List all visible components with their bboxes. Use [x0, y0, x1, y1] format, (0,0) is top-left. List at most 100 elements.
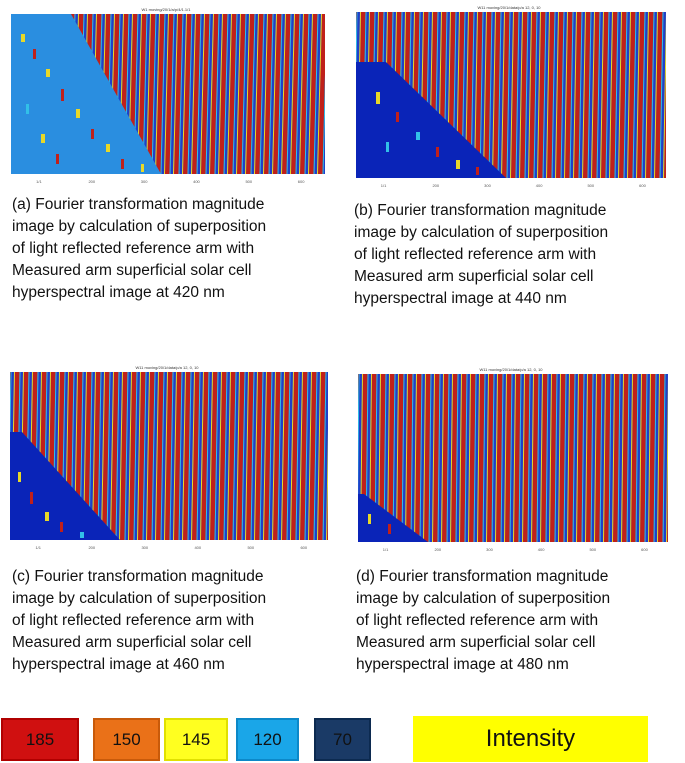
speckle	[141, 164, 144, 172]
fringe-edge	[666, 374, 668, 542]
fringe-edge	[326, 428, 328, 540]
speckle	[376, 92, 380, 104]
x-tick-label: 500	[245, 179, 253, 184]
fringe-edge	[654, 12, 658, 178]
fringe-edge	[450, 374, 453, 542]
fringe-edge	[518, 374, 522, 542]
x-tick-label: 1/1	[382, 547, 389, 552]
panel-c-image	[10, 372, 328, 540]
fringe-edge	[662, 374, 666, 542]
legend-value: 145	[181, 729, 211, 749]
legend-value: 185	[25, 729, 55, 749]
fringe-edge	[218, 372, 222, 540]
fringe-edge	[513, 374, 516, 542]
fringe-edge	[470, 12, 475, 178]
fringe-edge	[578, 12, 583, 178]
fringe-edge	[608, 374, 612, 542]
legend-value: 120	[253, 729, 282, 749]
speckle	[56, 154, 59, 164]
speckle	[396, 112, 399, 122]
fringe-edge	[527, 374, 531, 542]
fringe-edge	[614, 12, 619, 178]
fringe-stripe	[628, 12, 636, 178]
fringe-edge	[299, 372, 303, 540]
fringe-stripe	[586, 374, 593, 542]
fringe-edge	[432, 374, 435, 542]
panel-a-plot: W1 moving/20/1/a/p/4/1.1/1 1/1 200 300 400 5…	[3, 6, 329, 186]
x-tick-label: 600	[297, 179, 305, 184]
fringe-stripe	[246, 372, 254, 540]
fringe-stripe	[613, 374, 620, 542]
panel-a-plot-title: W1 moving/20/1/a/p/4/1.1/1	[141, 7, 191, 12]
fringe-stripe	[138, 372, 146, 540]
fringe-stripe	[165, 372, 173, 540]
x-tick-label: 400	[194, 545, 202, 550]
fringe-edge	[151, 372, 156, 540]
fringe-edge	[272, 14, 277, 174]
x-tick-label: 300	[141, 545, 149, 550]
fringe-edge	[277, 372, 282, 540]
fringe-edge	[295, 14, 301, 174]
fringe-edge	[187, 372, 192, 540]
fringe-stripe	[451, 374, 458, 542]
fringe-stripe	[484, 12, 492, 178]
intensity-label: Intensity	[413, 716, 648, 762]
x-tick-label: 600	[639, 183, 646, 188]
fringe-edge	[281, 14, 286, 174]
fringe-edge	[268, 372, 273, 540]
panel-a-image	[11, 14, 325, 174]
panel-c-x-axis: 1/1 200 300 400 500 600	[10, 540, 328, 552]
legend-value: 150	[112, 729, 141, 749]
fringe-edge	[387, 374, 390, 542]
speckle	[26, 104, 29, 114]
fringe-edge	[621, 374, 624, 542]
fringe-edge	[560, 12, 565, 178]
fringe-edge	[182, 14, 187, 174]
panel-a-caption: (a) Fourier transformation magnitude ima…	[12, 196, 267, 301]
fringe-edge	[223, 14, 229, 174]
fringe-edge	[151, 14, 157, 174]
fringe-stripe	[406, 374, 413, 542]
fringe-edge	[465, 12, 469, 178]
fringe-stripe	[610, 12, 618, 178]
fringe-edge	[524, 12, 529, 178]
fringe-edge	[590, 374, 594, 542]
fringe-stripe	[183, 14, 192, 174]
speckle	[60, 522, 63, 532]
fringe-stripe	[388, 374, 395, 542]
fringe-edge	[200, 372, 204, 540]
x-tick-label: 600	[300, 545, 308, 550]
fringe-edge	[428, 374, 432, 542]
fringe-edge	[178, 14, 184, 174]
fringe-edge	[286, 14, 292, 174]
fringe-edge	[241, 372, 246, 540]
fringe-edge	[554, 374, 558, 542]
fringe-edge	[563, 374, 567, 542]
fringe-edge	[482, 374, 486, 542]
fringe-stripe	[460, 374, 467, 542]
fringe-edge	[205, 372, 210, 540]
fringe-edge	[169, 372, 174, 540]
fringe-edge	[617, 374, 621, 542]
fringe-edge	[569, 12, 574, 178]
panel-b: W11 moving/20/1/data/p/a 12, 0, 10 1/1 20…	[348, 4, 670, 190]
fringe-edge	[486, 374, 489, 542]
speckle	[33, 49, 36, 59]
fringe-edge	[564, 12, 568, 178]
x-tick-label: 1/1	[36, 179, 42, 184]
fringe-edge	[473, 374, 477, 542]
panel-c-plot-title: W11 moving/20/1/data/p/a 12, 0, 10	[135, 365, 199, 370]
fringe-stripe	[219, 14, 228, 174]
fringe-edge	[596, 12, 601, 178]
panel-b-image	[356, 12, 666, 178]
fringe-stripe	[649, 374, 656, 542]
fringe-edge	[173, 14, 178, 174]
fringe-edge	[299, 14, 304, 174]
fringe-edge	[378, 374, 381, 542]
fringe-edge	[509, 374, 513, 542]
fringe-edge	[405, 374, 408, 542]
legend-item-70: 70	[314, 718, 371, 761]
fringe-stripe	[595, 374, 602, 542]
fringe-edge	[636, 12, 640, 178]
fringe-stripe	[574, 12, 582, 178]
